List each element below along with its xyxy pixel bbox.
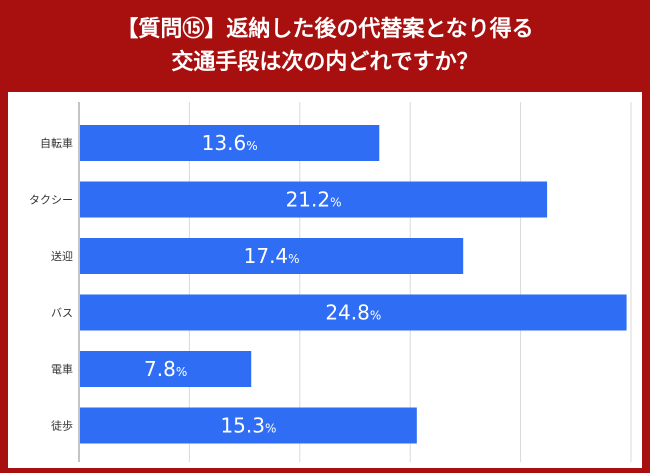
data-label-unit: % bbox=[265, 422, 276, 436]
data-label: 24.8% bbox=[325, 301, 381, 325]
data-label: 21.2% bbox=[286, 188, 342, 212]
data-label-value: 24.8 bbox=[325, 301, 370, 325]
category-label: タクシー bbox=[29, 194, 73, 207]
category-label: 電車 bbox=[51, 362, 73, 376]
bar bbox=[80, 125, 380, 161]
category-label: 自転車 bbox=[40, 136, 73, 150]
bar bbox=[80, 294, 627, 331]
title-line-2: 交通手段は次の内どれですか？ bbox=[171, 50, 479, 75]
bar bbox=[80, 238, 464, 274]
bar bbox=[80, 181, 548, 218]
data-label: 15.3% bbox=[220, 414, 276, 438]
data-label-value: 7.8 bbox=[144, 357, 176, 381]
chart-panel: 自転車 13.6% タクシー 21.2% 送迎 17.4% バス 24.8% 電車 7.8% 徒歩 1… bbox=[8, 92, 642, 468]
data-label-unit: % bbox=[370, 309, 381, 323]
data-label: 7.8% bbox=[144, 357, 187, 381]
bar bbox=[80, 407, 417, 444]
data-label-value: 21.2 bbox=[286, 188, 331, 212]
category-label: 徒歩 bbox=[51, 419, 73, 433]
category-label: 送迎 bbox=[51, 249, 73, 263]
bar-chart: 自転車 13.6% タクシー 21.2% 送迎 17.4% バス 24.8% 電車 7.8% 徒歩 1… bbox=[29, 102, 632, 462]
data-label-unit: % bbox=[330, 196, 341, 210]
data-label-value: 13.6 bbox=[202, 131, 247, 155]
title-line-1: 【質問⑮】返納した後の代替案となり得る bbox=[116, 17, 534, 42]
data-label-value: 15.3 bbox=[220, 414, 265, 438]
data-label: 13.6% bbox=[202, 131, 258, 155]
data-label-unit: % bbox=[246, 139, 257, 153]
data-label-unit: % bbox=[176, 365, 187, 379]
data-label: 17.4% bbox=[244, 244, 300, 268]
chart-header: 【質問⑮】返納した後の代替案となり得る 交通手段は次の内どれですか？ bbox=[0, 0, 650, 92]
bar bbox=[80, 351, 252, 387]
data-label-value: 17.4 bbox=[244, 244, 289, 268]
data-label-unit: % bbox=[288, 252, 299, 266]
category-label: バス bbox=[51, 307, 73, 320]
